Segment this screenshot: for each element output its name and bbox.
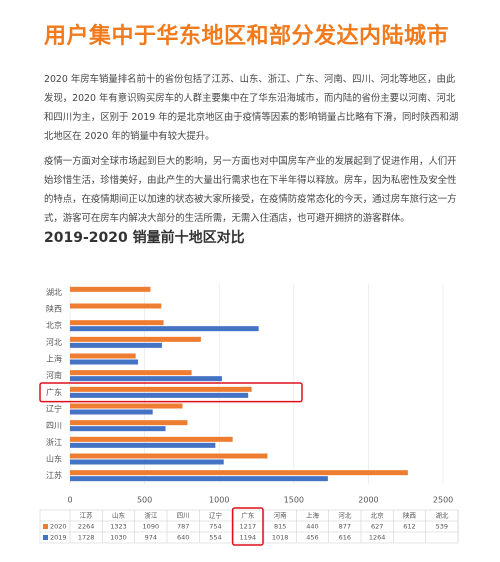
bar <box>70 436 233 442</box>
table-cell: 1217 <box>240 523 257 531</box>
chart: 2019-2020 销量前十地区对比 0 500 1000 1500 2000 2500 江… <box>39 229 459 546</box>
x-tick-label: 2500 <box>433 496 453 505</box>
legend-label: 2019 <box>50 534 67 542</box>
x-tick-label: 1500 <box>284 496 304 505</box>
y-tick-label: 江苏 <box>46 470 62 480</box>
highlight-box <box>231 507 264 546</box>
legend-swatch <box>43 535 48 540</box>
table-cell: 1323 <box>110 523 127 531</box>
table-header: 上海 <box>306 511 320 520</box>
table-cell: 754 <box>209 523 221 531</box>
table-cell: 1090 <box>143 523 160 531</box>
y-tick-label: 北京 <box>46 320 62 330</box>
table-cell: 640 <box>177 534 189 542</box>
table-cell: 974 <box>145 534 157 542</box>
table-cell: 616 <box>339 534 351 542</box>
y-tick-label: 辽宁 <box>46 404 62 414</box>
document-title: 用户集中于华东地区和部分发达内陆城市 <box>44 24 450 49</box>
table-header: 广东 <box>241 511 255 520</box>
x-tick-label: 2000 <box>358 496 378 505</box>
bar <box>70 409 153 415</box>
table-cell: 1030 <box>110 534 127 542</box>
x-tick-label: 500 <box>137 496 152 505</box>
table-cell: 539 <box>436 523 448 531</box>
paragraph: 疫情一方面对全球市场起到巨大的影响，另一方面也对中国房车产业的发展起到了促进作用… <box>44 156 457 224</box>
table-header: 浙江 <box>144 511 158 520</box>
bar <box>70 453 268 459</box>
table-header: 山东 <box>112 511 126 520</box>
y-tick-label: 河北 <box>46 337 62 347</box>
table-header: 河北 <box>338 512 352 520</box>
bar <box>70 353 136 359</box>
table-header: 陕西 <box>403 511 417 520</box>
bar <box>70 476 328 482</box>
bar <box>70 403 183 409</box>
bar <box>70 386 252 392</box>
x-tick-label: 1000 <box>209 496 229 505</box>
table-header: 湖北 <box>435 511 449 520</box>
table-cell: 440 <box>306 523 318 531</box>
bar <box>70 359 139 365</box>
table-cell: 627 <box>371 523 383 531</box>
y-tick-label: 陕西 <box>46 304 62 314</box>
bar <box>70 342 162 348</box>
bar <box>70 426 166 432</box>
table-cell: 1728 <box>78 534 95 542</box>
y-tick-label: 上海 <box>46 354 62 364</box>
table-header: 北京 <box>371 511 385 520</box>
table-cell: 554 <box>209 534 221 542</box>
y-tick-label: 湖北 <box>46 288 62 297</box>
y-tick-label: 广东 <box>46 387 62 397</box>
table-header: 四川 <box>177 512 190 520</box>
table-header: 江苏 <box>80 511 94 520</box>
y-tick-label: 山东 <box>46 454 62 464</box>
bar <box>70 326 259 332</box>
bar <box>70 370 192 376</box>
legend-label: 2020 <box>50 523 67 531</box>
table-cell: 1018 <box>272 534 289 542</box>
bar <box>70 320 164 326</box>
y-tick-label: 浙江 <box>46 437 62 447</box>
bar <box>70 303 162 309</box>
bar <box>70 336 201 342</box>
bar <box>70 442 216 448</box>
table-cell: 2264 <box>78 523 95 531</box>
x-tick-label: 0 <box>67 496 72 505</box>
table-header: 辽宁 <box>209 511 223 520</box>
table-cell: 787 <box>177 523 189 531</box>
highlight-box <box>39 382 303 403</box>
paragraph: 2020 年房车销量排名前十的省份包括了江苏、山东、浙江、广东、河南、四川、河北… <box>44 74 459 142</box>
table-cell: 612 <box>403 523 415 531</box>
bar <box>70 420 188 426</box>
table-cell: 815 <box>274 523 286 531</box>
table-cell: 1264 <box>369 534 386 542</box>
table-header: 河南 <box>274 511 288 520</box>
bar <box>70 392 249 398</box>
y-tick-label: 河南 <box>46 370 62 380</box>
y-tick-label: 四川 <box>46 421 62 430</box>
bar <box>70 459 224 465</box>
bar <box>70 286 151 292</box>
table-cell: 877 <box>339 523 351 531</box>
chart-title: 2019-2020 销量前十地区对比 <box>44 229 245 246</box>
legend-swatch <box>43 524 48 529</box>
table-cell: 456 <box>306 534 318 542</box>
table-cell: 1194 <box>240 534 257 542</box>
bar <box>70 470 408 476</box>
bar <box>70 376 222 382</box>
